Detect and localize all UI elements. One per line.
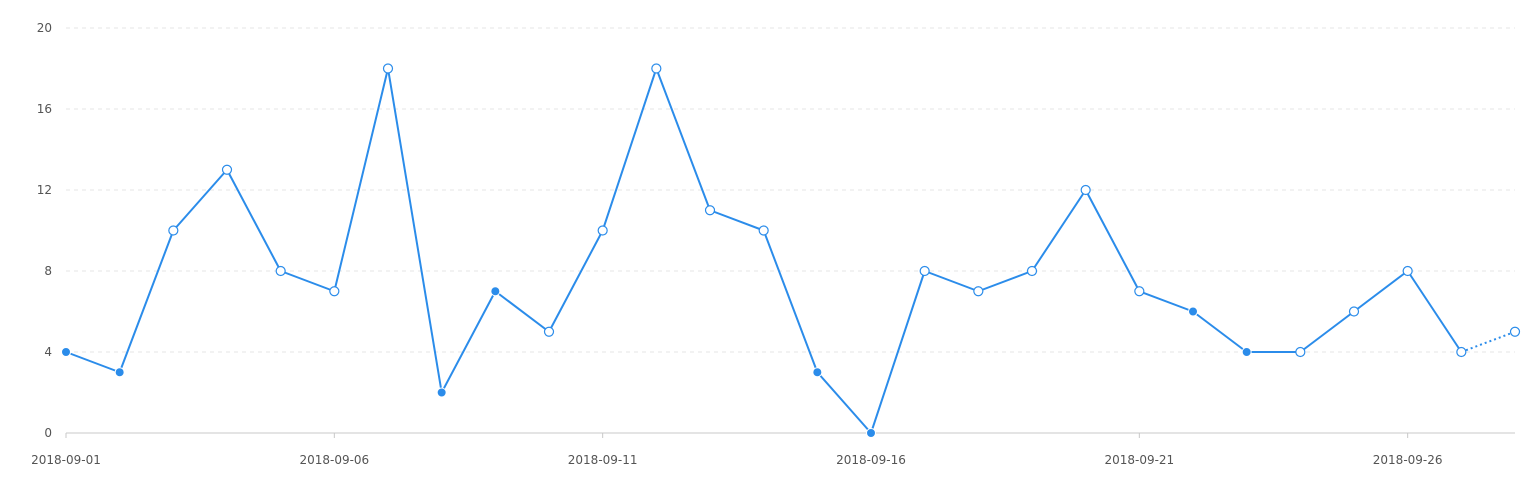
data-point[interactable] — [543, 326, 555, 337]
data-point[interactable] — [1080, 184, 1091, 196]
data-point[interactable] — [704, 205, 716, 216]
series-line — [65, 67, 1463, 434]
x-tick-label: 2018-09-21 — [1104, 453, 1174, 467]
data-point[interactable] — [275, 265, 286, 277]
data-point[interactable] — [812, 367, 823, 378]
y-tick-label: 16 — [37, 102, 52, 116]
data-point[interactable] — [1348, 306, 1360, 317]
x-tick-label: 2018-09-06 — [299, 453, 369, 467]
data-point[interactable] — [436, 387, 447, 398]
data-point[interactable] — [329, 286, 340, 297]
data-point[interactable] — [1134, 286, 1145, 297]
data-point[interactable] — [1241, 347, 1252, 357]
axis-layer: 0 4 8 12 16 20 2018-09-01 2018-09-06 2018-09-11 2… — [31, 21, 1515, 467]
data-point[interactable] — [490, 286, 501, 297]
x-tick-label: 2018-09-01 — [31, 453, 101, 467]
data-point[interactable] — [1295, 346, 1306, 358]
data-point[interactable] — [221, 164, 233, 175]
y-tick-label: 0 — [44, 426, 52, 440]
data-point[interactable] — [973, 286, 984, 297]
data-point[interactable] — [1456, 346, 1467, 358]
data-point[interactable] — [1188, 306, 1198, 317]
data-point[interactable] — [597, 225, 608, 236]
data-point[interactable] — [1402, 265, 1413, 277]
series-layer — [65, 67, 1516, 434]
x-tick-label: 2018-09-16 — [836, 453, 906, 467]
x-tick-label: 2018-09-11 — [568, 453, 638, 467]
data-point[interactable] — [382, 63, 394, 74]
data-point[interactable] — [1509, 326, 1521, 337]
y-tick-label: 20 — [37, 21, 52, 35]
data-point[interactable] — [651, 63, 662, 74]
grid-layer — [66, 27, 1515, 353]
y-tick-label: 8 — [44, 264, 52, 278]
data-point[interactable] — [1026, 265, 1038, 277]
x-tick-label: 2018-09-26 — [1373, 453, 1443, 467]
point-layer — [61, 63, 1521, 438]
data-point[interactable] — [758, 225, 769, 236]
data-point[interactable] — [168, 225, 179, 236]
data-point[interactable] — [866, 428, 876, 438]
y-tick-label: 4 — [44, 345, 52, 359]
series-line-dotted — [1460, 330, 1516, 353]
data-point[interactable] — [114, 367, 125, 378]
data-point[interactable] — [919, 265, 930, 277]
y-tick-label: 12 — [37, 183, 52, 197]
data-point[interactable] — [61, 347, 71, 357]
